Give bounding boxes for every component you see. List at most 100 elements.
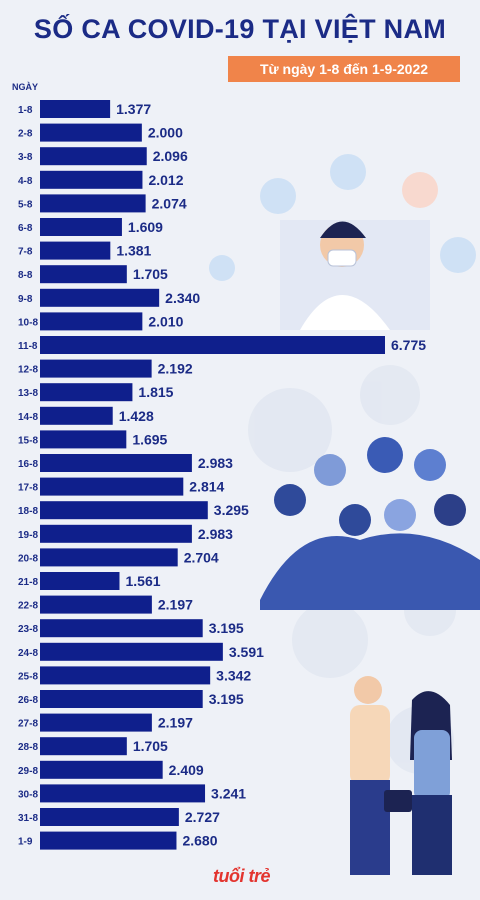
bar (40, 123, 142, 142)
value-label: 1.815 (138, 384, 173, 400)
value-label: 2.074 (152, 195, 187, 211)
category-label: 7-8 (18, 247, 33, 258)
category-label: 1-9 (18, 837, 33, 848)
bar (40, 194, 146, 213)
value-label: 2.983 (198, 526, 233, 542)
value-label: 1.381 (116, 243, 151, 259)
value-label: 2.012 (148, 172, 183, 188)
value-label: 2.197 (158, 597, 193, 613)
chart-subtitle: Từ ngày 1-8 đến 1-9-2022 (228, 56, 460, 82)
category-label: 2-8 (18, 129, 33, 140)
value-label: 3.195 (209, 691, 244, 707)
bar (40, 241, 111, 260)
value-label: 3.295 (214, 502, 249, 518)
bar (40, 642, 223, 661)
bar (40, 760, 163, 779)
value-label: 3.195 (209, 620, 244, 636)
category-label: 28-8 (18, 742, 38, 753)
value-label: 1.609 (128, 219, 163, 235)
category-label: 15-8 (18, 435, 38, 446)
bar (40, 808, 179, 826)
bar (40, 406, 113, 425)
category-label: 14-8 (18, 412, 38, 423)
bar (40, 737, 127, 756)
category-label: 13-8 (18, 388, 38, 399)
category-label: 9-8 (18, 294, 33, 305)
bar (40, 383, 133, 402)
value-label: 2.704 (184, 549, 219, 565)
bar (40, 548, 178, 567)
value-label: 2.340 (165, 290, 200, 306)
value-label: 2.096 (153, 148, 188, 164)
bar (40, 147, 147, 166)
bar (40, 454, 192, 472)
category-label: 1-8 (18, 105, 33, 116)
value-label: 2.814 (189, 479, 224, 495)
bar (40, 359, 152, 378)
bar (40, 100, 111, 118)
bar (40, 501, 208, 520)
category-label: 12-8 (18, 365, 38, 376)
bar (40, 595, 152, 614)
bar (40, 288, 160, 307)
category-label: 25-8 (18, 671, 38, 682)
bar (40, 524, 192, 543)
category-label: 24-8 (18, 648, 38, 659)
y-axis-label: NGÀY (12, 82, 39, 92)
bar (40, 572, 120, 590)
category-label: 21-8 (18, 577, 38, 588)
bar (40, 619, 203, 638)
category-label: 31-8 (18, 813, 38, 824)
category-label: 22-8 (18, 601, 38, 612)
category-label: 27-8 (18, 719, 38, 730)
bar (40, 713, 152, 732)
value-label: 2.197 (158, 715, 193, 731)
bar (40, 170, 143, 189)
category-label: 3-8 (18, 152, 33, 163)
value-label: 2.680 (182, 833, 217, 849)
bar (40, 265, 127, 284)
value-label: 2.409 (169, 762, 204, 778)
category-label: 11-8 (18, 341, 38, 352)
category-label: 5-8 (18, 199, 33, 210)
value-label: 6.775 (391, 337, 426, 353)
category-label: 6-8 (18, 223, 33, 234)
value-label: 1.377 (116, 101, 151, 117)
value-label: 1.561 (125, 573, 160, 589)
value-label: 2.192 (158, 361, 193, 377)
value-label: 3.241 (211, 785, 246, 801)
value-label: 3.591 (229, 644, 264, 660)
category-label: 8-8 (18, 270, 33, 281)
bar (40, 336, 385, 354)
bar (40, 666, 211, 685)
value-label: 2.000 (148, 125, 183, 141)
value-label: 1.428 (119, 408, 154, 424)
category-label: 30-8 (18, 789, 38, 800)
bar (40, 690, 203, 708)
category-label: 23-8 (18, 624, 38, 635)
value-label: 2.010 (148, 313, 183, 329)
category-label: 19-8 (18, 530, 38, 541)
value-label: 2.983 (198, 455, 233, 471)
category-label: 18-8 (18, 506, 38, 517)
value-label: 1.705 (133, 266, 168, 282)
value-label: 1.695 (132, 431, 167, 447)
bar (40, 312, 143, 331)
bar (40, 430, 127, 449)
chart-title: SỐ CA COVID-19 TẠI VIỆT NAM (33, 14, 447, 44)
bar (40, 784, 206, 803)
category-label: 26-8 (18, 695, 38, 706)
value-label: 3.342 (216, 667, 251, 683)
category-label: 4-8 (18, 176, 33, 187)
bar (40, 477, 184, 496)
category-label: 10-8 (18, 317, 38, 328)
value-label: 1.705 (133, 738, 168, 754)
bar (40, 831, 177, 850)
brand-logo: tuổi trẻ (213, 866, 271, 886)
people-walking-illustration (350, 676, 452, 875)
crowd-illustration (260, 437, 480, 610)
value-label: 2.727 (185, 809, 220, 825)
category-label: 16-8 (18, 459, 38, 470)
